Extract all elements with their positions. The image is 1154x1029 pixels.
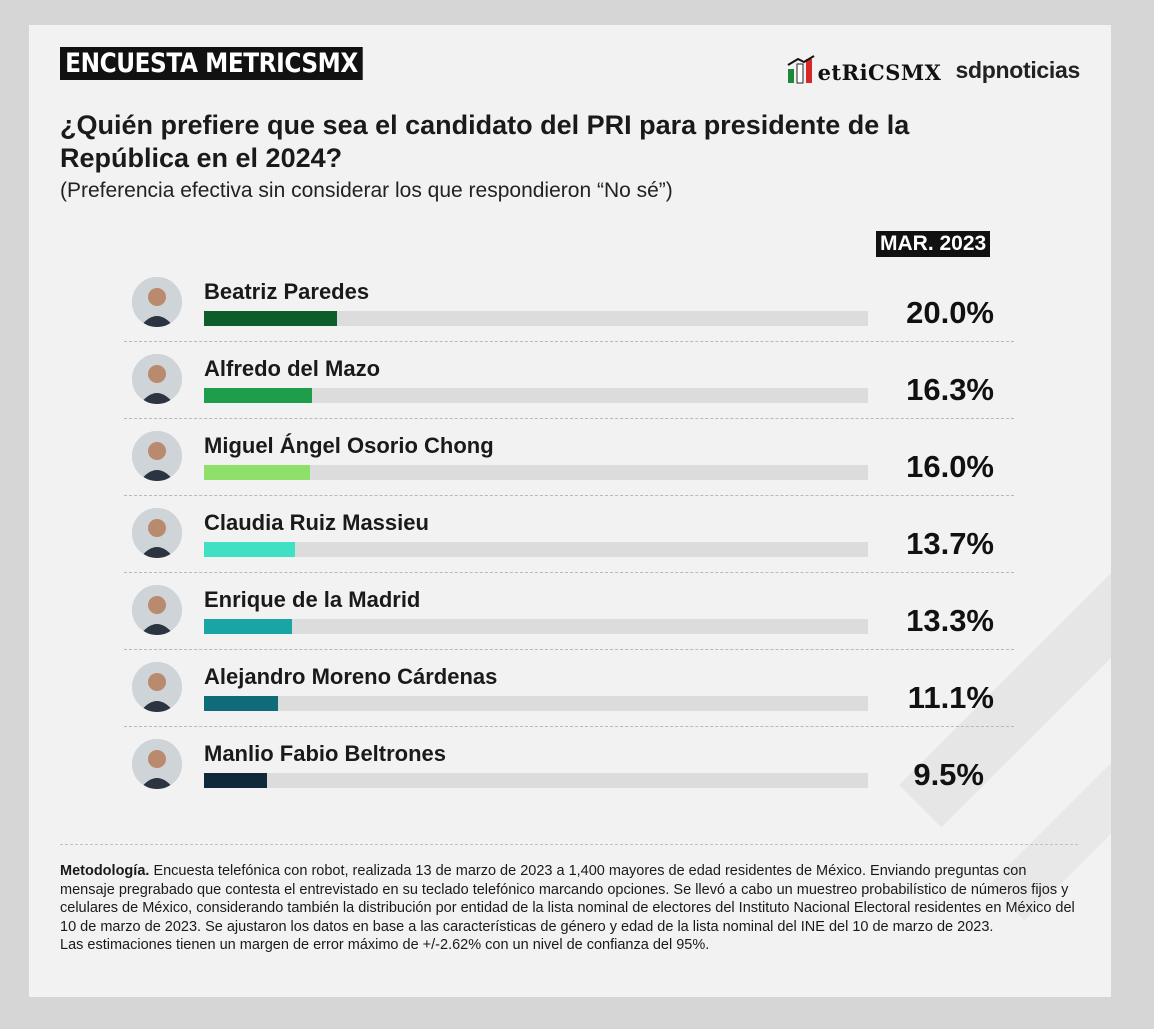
bar	[204, 696, 278, 711]
category-label: Miguel Ángel Osorio Chong	[204, 433, 494, 458]
row-divider	[124, 726, 1014, 727]
metricsmx-flag-icon	[787, 55, 815, 84]
category-label: Manlio Fabio Beltrones	[204, 741, 447, 766]
data-label: 16.3%	[906, 372, 994, 407]
data-label: 11.1%	[907, 680, 994, 715]
bar-row: Manlio Fabio Beltrones 9.5%	[124, 727, 1014, 804]
bar-track	[204, 465, 868, 480]
methodology-label: Metodología.	[60, 863, 150, 879]
chart-subtitle: (Preferencia efectiva sin considerar los…	[60, 179, 673, 202]
category-label: Alfredo del Mazo	[204, 356, 381, 381]
category-label: Alejandro Moreno Cárdenas	[204, 664, 498, 689]
bar-track	[204, 696, 868, 711]
candidate-avatar	[132, 662, 182, 712]
category-label: Claudia Ruiz Massieu	[204, 510, 429, 535]
chart-title: ¿Quién prefiere que sea el candidato del…	[60, 110, 910, 173]
candidate-avatar	[132, 508, 182, 558]
bar-row: Miguel Ángel Osorio Chong 16.0%	[124, 419, 1014, 496]
poll-card: ENCUESTA METRICSMX etRiCSMX sdpnoticias …	[29, 25, 1111, 997]
header-logos: etRiCSMX sdpnoticias	[786, 55, 1080, 85]
bar-row: Claudia Ruiz Massieu 13.7%	[124, 496, 1014, 573]
bar	[204, 465, 311, 480]
candidate-avatar	[132, 354, 182, 404]
bar	[204, 619, 293, 634]
bar	[204, 311, 337, 326]
category-label: Beatriz Paredes	[204, 279, 370, 304]
candidate-avatar	[132, 739, 182, 789]
row-divider	[124, 418, 1014, 419]
candidate-avatar	[132, 431, 182, 481]
data-label: 13.3%	[906, 603, 994, 638]
bar-row: Enrique de la Madrid 13.3%	[124, 573, 1014, 650]
margin-of-error-text: Las estimaciones tienen un margen de err…	[60, 937, 710, 953]
bar-track	[204, 542, 868, 557]
data-label: 20.0%	[906, 295, 994, 330]
bar-chart: Beatriz Paredes 20.0% Alfredo del Mazo 16.3…	[124, 265, 1014, 805]
category-label: Enrique de la Madrid	[204, 587, 421, 612]
metricsmx-wordmark: etRiCSMX	[817, 60, 942, 85]
bar	[204, 773, 268, 788]
bar-track	[204, 388, 868, 403]
row-divider	[124, 572, 1014, 573]
data-label: 13.7%	[906, 526, 994, 561]
bar-track	[204, 619, 868, 634]
bar	[204, 388, 313, 403]
methodology-text: Encuesta telefónica con robot, realizada…	[60, 863, 1075, 935]
methodology-footnote: Metodología. Encuesta telefónica con rob…	[60, 862, 1082, 955]
row-divider	[124, 341, 1014, 342]
row-divider	[124, 649, 1014, 650]
bar-row: Beatriz Paredes 20.0%	[124, 265, 1014, 342]
sdpnoticias-logo: sdpnoticias	[955, 56, 1080, 83]
bar-track	[204, 773, 868, 788]
brand-badge: ENCUESTA METRICSMX	[60, 47, 363, 80]
bar-track	[204, 311, 868, 326]
candidate-avatar	[132, 585, 182, 635]
row-divider	[124, 495, 1014, 496]
metricsmx-logo: etRiCSMX	[786, 55, 942, 85]
date-badge: MAR. 2023	[876, 231, 991, 257]
candidate-avatar	[132, 277, 182, 327]
bar-row: Alejandro Moreno Cárdenas 11.1%	[124, 650, 1014, 727]
bar	[204, 542, 295, 557]
data-label: 9.5%	[913, 757, 984, 792]
bar-row: Alfredo del Mazo 16.3%	[124, 342, 1014, 419]
footnote-divider	[60, 844, 1078, 845]
data-label: 16.0%	[906, 449, 994, 484]
